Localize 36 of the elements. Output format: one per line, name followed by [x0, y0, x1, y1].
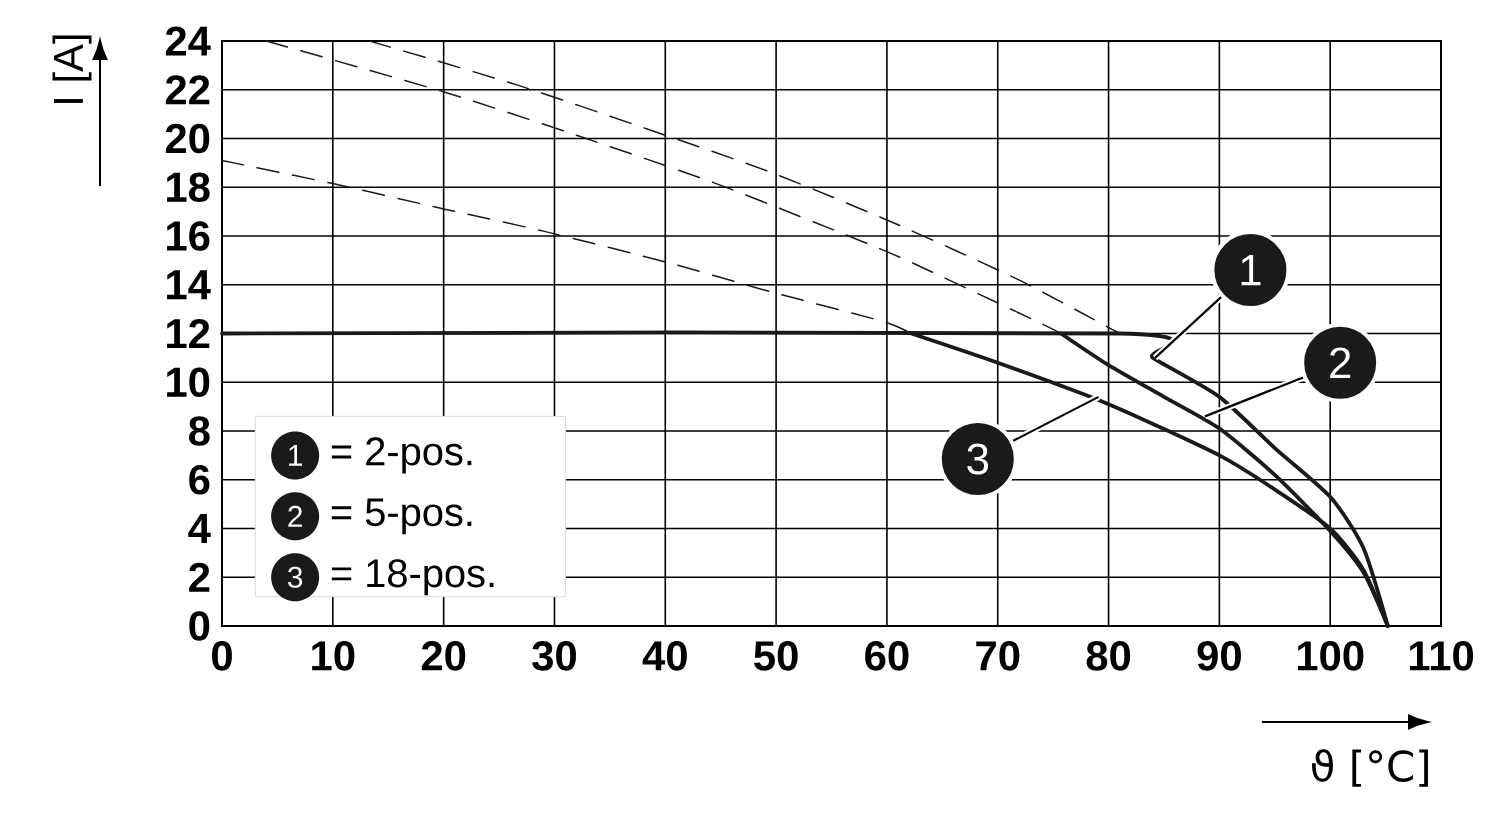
x-tick-label: 50: [754, 641, 798, 671]
x-tick-label: 80: [1086, 641, 1131, 671]
y-tick-label: 10: [167, 367, 210, 398]
y-tick-label: 8: [189, 416, 210, 446]
text: 1: [289, 445, 302, 466]
text: 2: [288, 505, 302, 527]
y-tick-label: 24: [165, 26, 211, 56]
y-tick-label: 16: [167, 221, 210, 251]
x-tick-label: 30: [532, 641, 577, 671]
x-axis-title: ϑ [°C]: [1311, 749, 1428, 787]
y-tick-label: 22: [165, 75, 210, 105]
annotation: 3: [967, 443, 989, 475]
y-tick-label: 18: [167, 172, 210, 203]
x-tick-label: 20: [421, 641, 466, 671]
x-tick-label: 90: [1197, 641, 1241, 671]
y-tick-label: 20: [165, 123, 210, 154]
legend-label: = 2-pos.: [331, 437, 472, 474]
text: 3: [287, 566, 303, 588]
x-tick-label: 10: [312, 641, 355, 671]
legend-label: = 5-pos.: [331, 498, 472, 535]
y-tick-label: 6: [189, 464, 210, 495]
x-tick-label: 100: [1297, 641, 1364, 671]
y-tick-label: 14: [167, 270, 211, 300]
x-tick-label: 110: [1409, 641, 1474, 671]
y-tick-label: 4: [188, 514, 211, 543]
y-axis-title: I [A]: [52, 35, 92, 103]
x-tick-label: 70: [976, 641, 1020, 671]
annotation: 2: [1330, 347, 1351, 379]
y-tick-label: 12: [167, 318, 210, 349]
x-tick-label: 60: [865, 641, 909, 671]
legend-label: = 18-pos.: [331, 559, 494, 596]
x-tick-label: 0: [212, 641, 232, 671]
x-tick-label: 40: [642, 641, 687, 671]
annotation: 1: [1241, 255, 1261, 286]
y-tick-label: 0: [189, 611, 210, 641]
y-tick-label: 2: [189, 562, 210, 592]
